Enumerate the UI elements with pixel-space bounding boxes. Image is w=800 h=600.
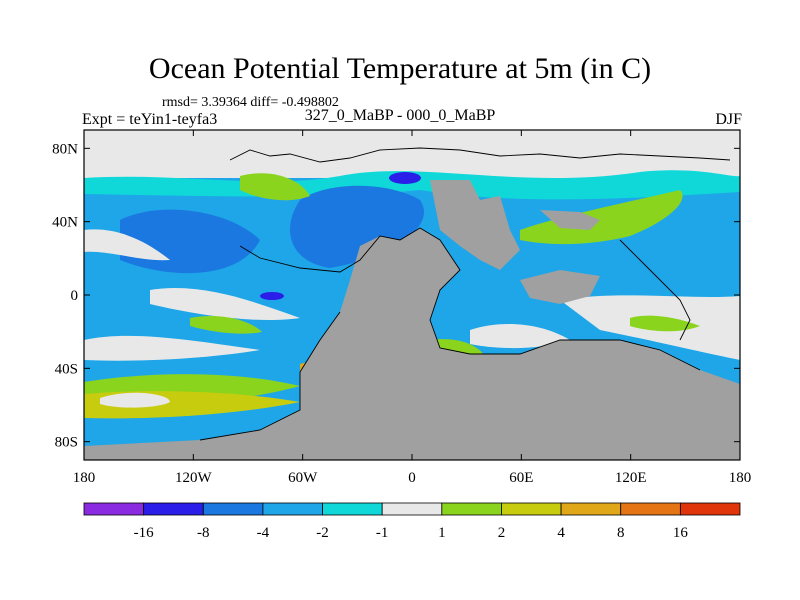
colorbar-label: 16 <box>673 525 689 541</box>
x-tick-label: 120W <box>175 470 213 486</box>
white-streak-2 <box>150 288 300 321</box>
colorbar-label: 4 <box>557 525 565 541</box>
y-tick-label: 0 <box>71 288 79 304</box>
land-main <box>84 228 740 460</box>
colorbar-swatch <box>202 502 264 516</box>
coastlines <box>199 147 731 441</box>
white-streak-1 <box>84 229 170 261</box>
x-tick-label: 60W <box>288 470 318 486</box>
coastline-3 <box>199 311 341 441</box>
colorbar-swatch <box>441 502 502 516</box>
land-east <box>540 210 600 230</box>
darkblue-spot <box>389 172 421 184</box>
colorbar-label: 1 <box>438 525 446 541</box>
land-north <box>430 180 520 270</box>
coastline-2 <box>239 227 701 371</box>
y-tick-label: 40N <box>52 215 78 231</box>
x-tick-label: 60E <box>509 470 533 486</box>
colorbar-swatch <box>620 502 681 516</box>
x-tick-label: 0 <box>408 470 416 486</box>
y-tick-label: 80N <box>52 141 78 157</box>
colorbar-label: -4 <box>257 525 270 541</box>
coastline-4 <box>619 239 691 341</box>
white-streak-5 <box>470 324 570 349</box>
colorbar-swatch <box>381 502 443 516</box>
colorbar-swatch <box>143 502 204 516</box>
colorbar-swatch <box>560 502 622 516</box>
green-patch-2 <box>520 190 683 245</box>
x-tick-label: 120E <box>615 470 647 486</box>
y-axis: 80N 40N 0 40S 80S <box>52 141 740 451</box>
colorbar-swatch <box>501 502 562 516</box>
colorbar-swatch <box>262 502 323 516</box>
x-tick-label: 180 <box>73 470 96 486</box>
colorbar-label: 2 <box>498 525 506 541</box>
colorbar-label: 8 <box>617 525 625 541</box>
chart-title: Ocean Potential Temperature at 5m (in C) <box>148 52 652 85</box>
green-patch-3 <box>190 315 262 334</box>
land-east-2 <box>520 270 600 304</box>
colorbar-swatch <box>679 502 741 516</box>
map-field <box>84 130 740 460</box>
x-tick-label: 180 <box>729 470 752 486</box>
colorbar-label: -8 <box>197 525 210 541</box>
white-streak-3 <box>84 335 260 361</box>
coastline-1 <box>229 147 731 163</box>
x-axis: 180 120W 60W 0 60E 120E 180 <box>73 130 752 486</box>
green-patch-1 <box>240 173 310 201</box>
stats-text: rmsd= 3.39364 diff= -0.498802 <box>162 95 339 110</box>
period-label: 327_0_MaBP - 000_0_MaBP <box>304 107 496 124</box>
white-spiral-sw <box>100 392 170 408</box>
darkblue-spot-2 <box>260 292 284 300</box>
y-tick-label: 80S <box>55 435 78 451</box>
green-patch-6 <box>630 315 700 332</box>
colorbar-swatch <box>83 502 145 516</box>
colorbar: -16 -8 -4 -2 -1 1 2 4 8 16 <box>83 502 741 541</box>
y-tick-label: 40S <box>55 361 78 377</box>
experiment-label: Expt = teYin1-teyfa3 <box>82 111 218 128</box>
colorbar-label: -1 <box>376 525 389 541</box>
season-label: DJF <box>715 111 742 128</box>
colorbar-label: -16 <box>134 525 154 541</box>
colorbar-swatch <box>322 502 383 516</box>
colorbar-label: -2 <box>316 525 329 541</box>
